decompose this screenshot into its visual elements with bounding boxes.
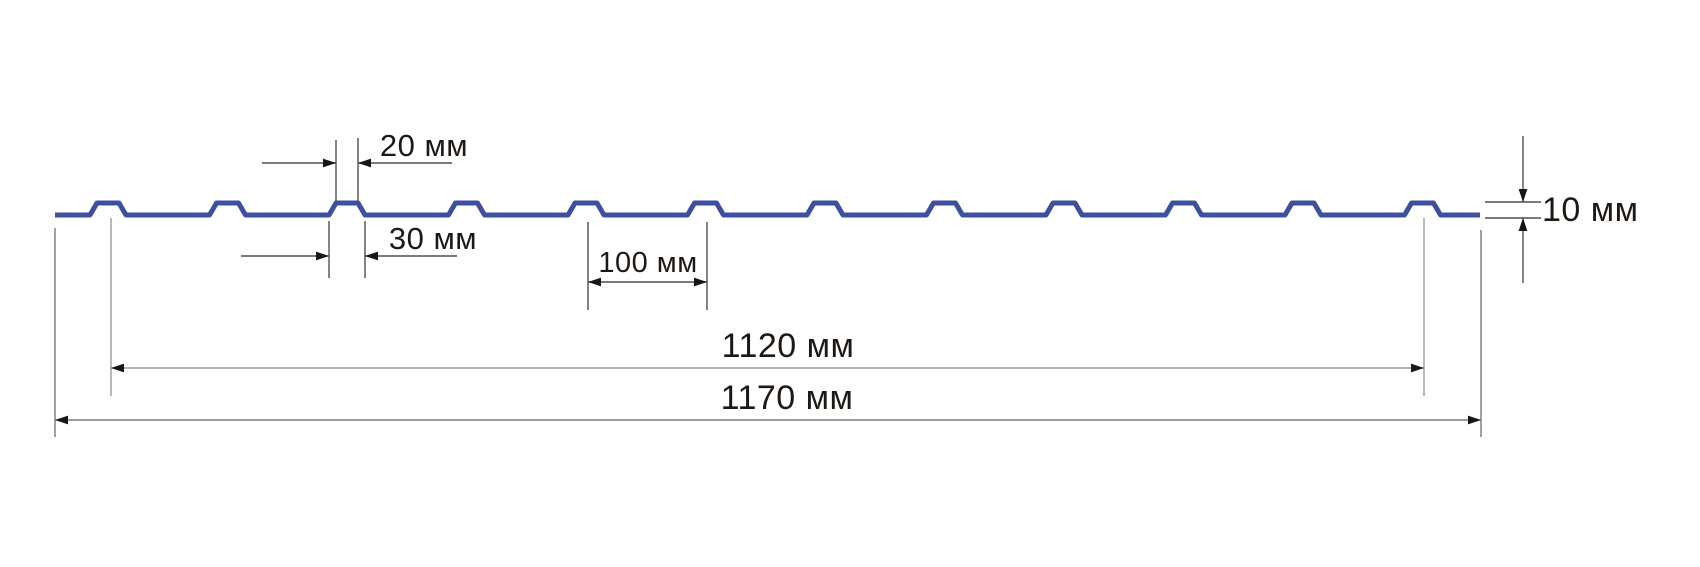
dimension-rib-base-width: 30 мм <box>241 221 477 278</box>
dimension-label-1120mm: 1120 мм <box>722 327 855 365</box>
dimension-label-20mm: 20 мм <box>380 128 468 163</box>
dimension-rib-pitch: 100 мм <box>587 222 708 310</box>
dimension-rib-top-width: 20 мм <box>262 128 468 204</box>
dimension-overall-width: 1170 мм <box>54 228 1482 437</box>
sheet-profile-line <box>55 200 1480 218</box>
dimension-label-10mm: 10 мм <box>1542 191 1639 229</box>
dimension-label-1170mm: 1170 мм <box>721 379 854 417</box>
dimension-useful-width: 1120 мм <box>110 218 1425 396</box>
dimension-profile-height: 10 мм <box>1485 136 1639 283</box>
dimension-label-30mm: 30 мм <box>389 221 477 256</box>
dimension-label-100mm: 100 мм <box>598 247 697 279</box>
